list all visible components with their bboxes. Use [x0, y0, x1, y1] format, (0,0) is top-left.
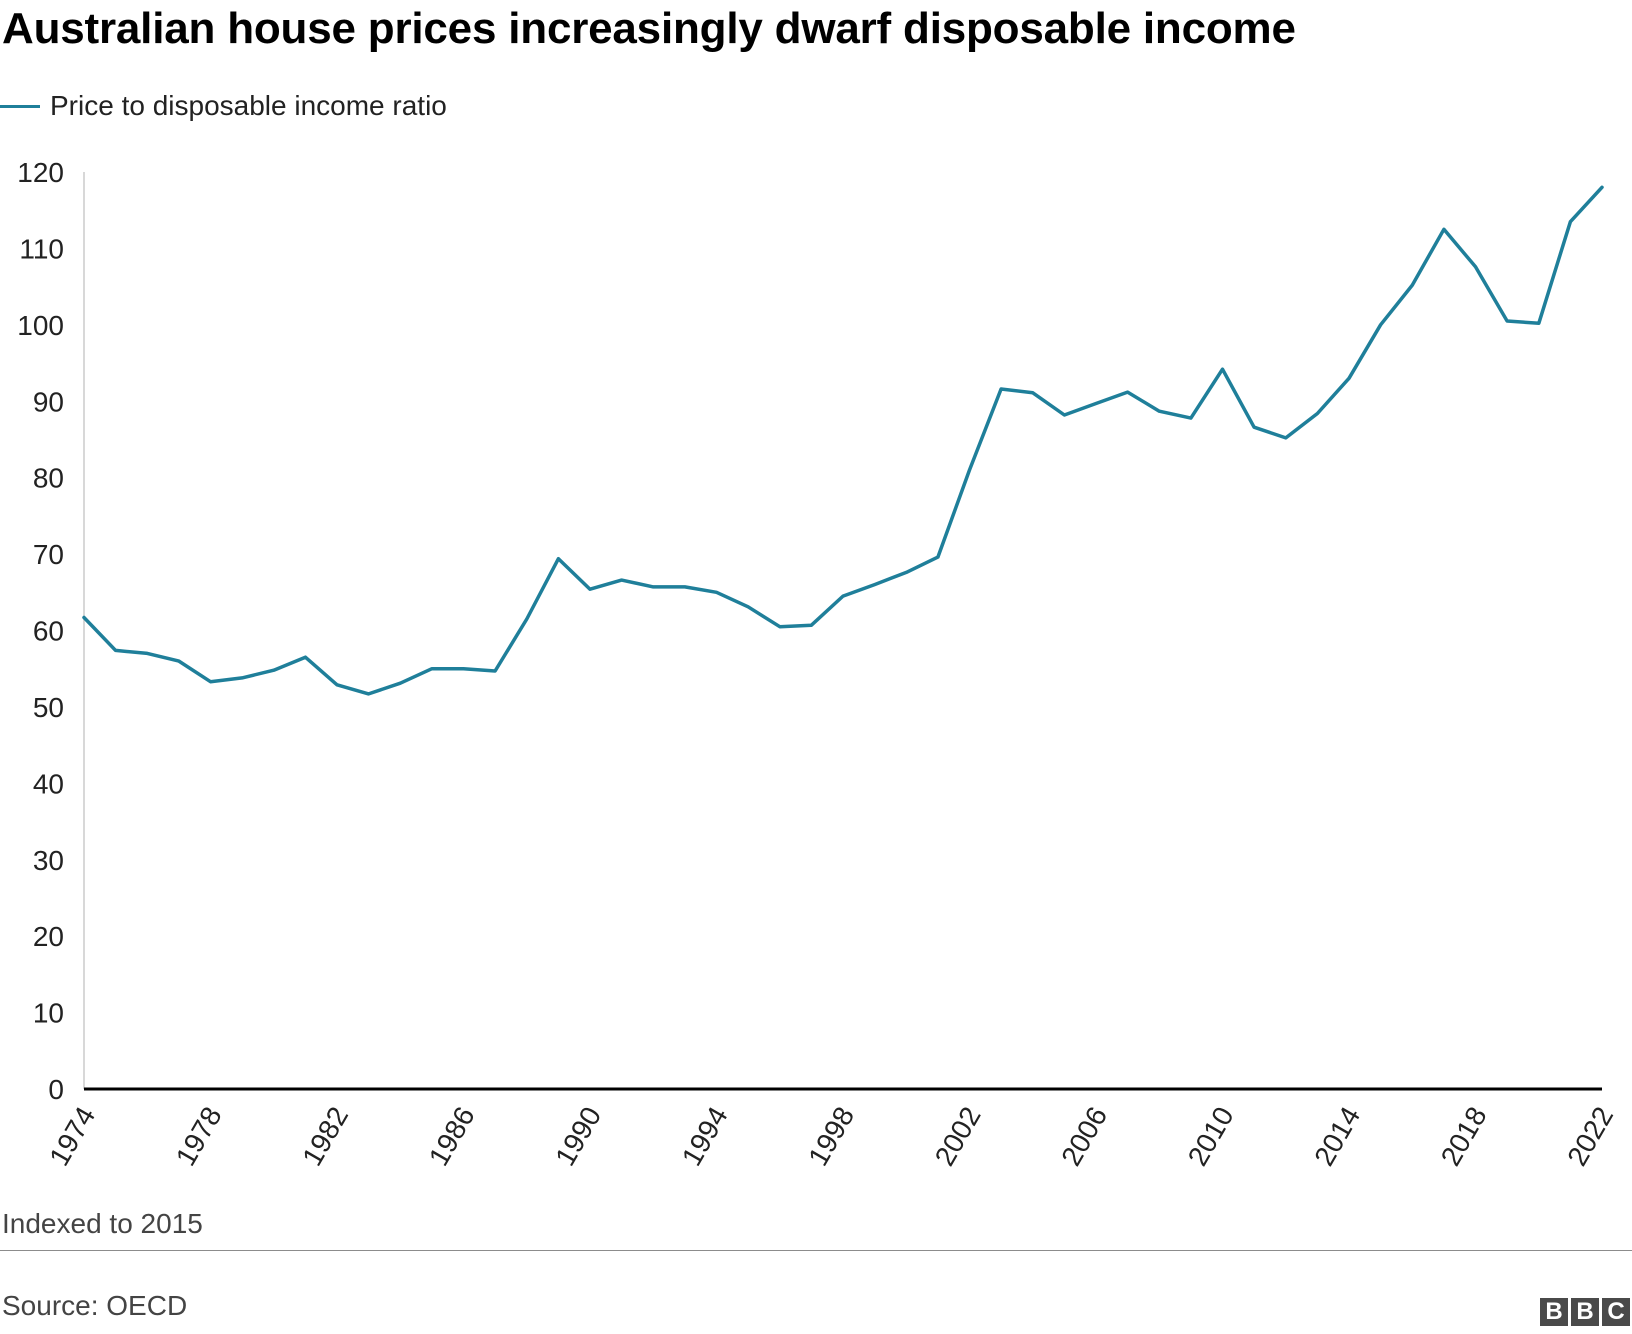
x-tick-label: 2010 — [1182, 1102, 1240, 1171]
y-tick-label: 50 — [33, 692, 64, 723]
bbc-logo: B B C — [1540, 1298, 1630, 1326]
logo-letter: C — [1602, 1298, 1630, 1326]
legend: Price to disposable income ratio — [0, 88, 447, 124]
legend-swatch — [0, 104, 40, 108]
x-tick-label: 2014 — [1308, 1102, 1366, 1171]
y-tick-label: 60 — [33, 616, 64, 647]
logo-letter: B — [1571, 1298, 1599, 1326]
line-chart: 0 10 20 30 40 50 60 70 80 90 100 110 120 1974 1978 1982… — [17, 157, 1619, 1171]
x-tick-label: 1978 — [170, 1102, 228, 1171]
y-tick-label: 120 — [17, 157, 64, 188]
series-line — [82, 185, 1604, 696]
y-tick-label: 20 — [33, 921, 64, 952]
x-tick-label: 2022 — [1561, 1102, 1619, 1171]
x-tick-label: 1982 — [296, 1102, 354, 1171]
x-tick-label: 1974 — [43, 1102, 101, 1171]
y-tick-label: 10 — [33, 998, 64, 1029]
chart-note: Indexed to 2015 — [2, 1208, 203, 1239]
y-tick-label: 100 — [17, 310, 64, 341]
y-tick-label: 70 — [33, 539, 64, 570]
x-tick-label: 2018 — [1435, 1102, 1493, 1171]
legend-label: Price to disposable income ratio — [50, 90, 447, 121]
x-tick-label: 2006 — [1055, 1102, 1113, 1171]
y-tick-label: 30 — [33, 845, 64, 876]
y-tick-label: 110 — [19, 233, 64, 264]
y-tick-label: 0 — [48, 1074, 64, 1105]
footer-divider — [0, 1250, 1632, 1251]
x-tick-label: 1998 — [802, 1102, 860, 1171]
y-tick-label: 40 — [33, 768, 64, 799]
y-tick-label: 80 — [33, 463, 64, 494]
x-tick-label: 1986 — [423, 1102, 481, 1171]
chart-title: Australian house prices increasingly dwa… — [2, 4, 1296, 53]
y-tick-label: 90 — [33, 386, 64, 417]
x-tick-label: 1990 — [549, 1102, 607, 1171]
x-tick-label: 2002 — [929, 1102, 987, 1171]
x-tick-label: 1994 — [676, 1102, 734, 1171]
source-label: Source: OECD — [2, 1290, 188, 1321]
logo-letter: B — [1540, 1298, 1568, 1326]
